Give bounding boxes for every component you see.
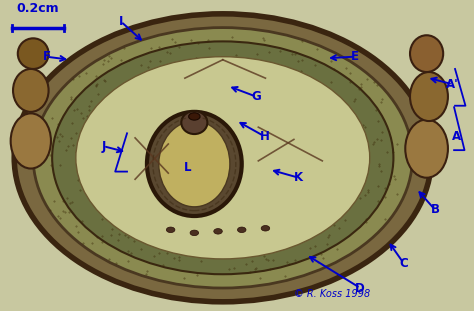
Circle shape [214, 229, 222, 234]
Text: E: E [351, 50, 358, 63]
Text: I: I [118, 15, 123, 28]
Ellipse shape [147, 112, 242, 216]
Text: J: J [101, 140, 106, 153]
Text: B: B [431, 203, 439, 216]
Ellipse shape [18, 38, 49, 69]
Ellipse shape [33, 28, 412, 288]
Ellipse shape [410, 72, 448, 121]
Ellipse shape [13, 69, 49, 112]
Ellipse shape [181, 111, 207, 134]
Ellipse shape [159, 121, 230, 207]
Ellipse shape [11, 114, 51, 169]
Circle shape [237, 227, 246, 233]
Ellipse shape [52, 41, 393, 274]
Ellipse shape [14, 14, 431, 302]
Text: G: G [251, 90, 261, 103]
Circle shape [189, 113, 200, 120]
Text: K: K [294, 171, 303, 184]
Ellipse shape [76, 57, 370, 259]
Text: F: F [43, 50, 50, 63]
Text: L: L [183, 160, 191, 174]
Text: A: A [452, 130, 461, 143]
Ellipse shape [405, 119, 448, 178]
Circle shape [261, 225, 270, 231]
Text: H: H [260, 130, 269, 143]
Circle shape [166, 227, 175, 233]
Ellipse shape [410, 35, 443, 72]
Text: C: C [400, 257, 408, 270]
Text: 0.2cm: 0.2cm [17, 2, 59, 15]
Text: © R. Koss 1998: © R. Koss 1998 [294, 289, 370, 299]
Text: D: D [356, 281, 365, 295]
Text: A': A' [447, 78, 459, 91]
Circle shape [190, 230, 199, 236]
